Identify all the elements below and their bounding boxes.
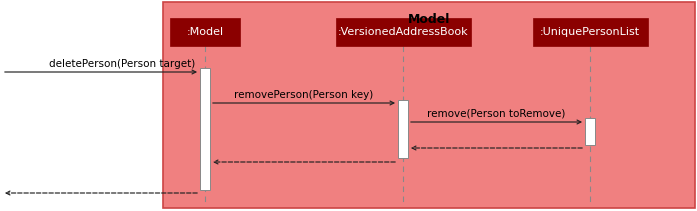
Bar [170, 18, 240, 46]
Bar [585, 118, 595, 145]
Text: :UniquePersonList: :UniquePersonList [540, 27, 640, 37]
Bar [398, 100, 408, 158]
Bar [335, 18, 470, 46]
Text: :VersionedAddressBook: :VersionedAddressBook [337, 27, 468, 37]
Bar [163, 2, 695, 208]
Text: :Model: :Model [186, 27, 224, 37]
Bar [533, 18, 648, 46]
Text: removePerson(Person key): removePerson(Person key) [234, 90, 374, 100]
Text: deletePerson(Person target): deletePerson(Person target) [49, 59, 195, 69]
Bar [200, 68, 210, 190]
Text: Model: Model [408, 13, 450, 26]
Text: remove(Person toRemove): remove(Person toRemove) [427, 109, 566, 119]
